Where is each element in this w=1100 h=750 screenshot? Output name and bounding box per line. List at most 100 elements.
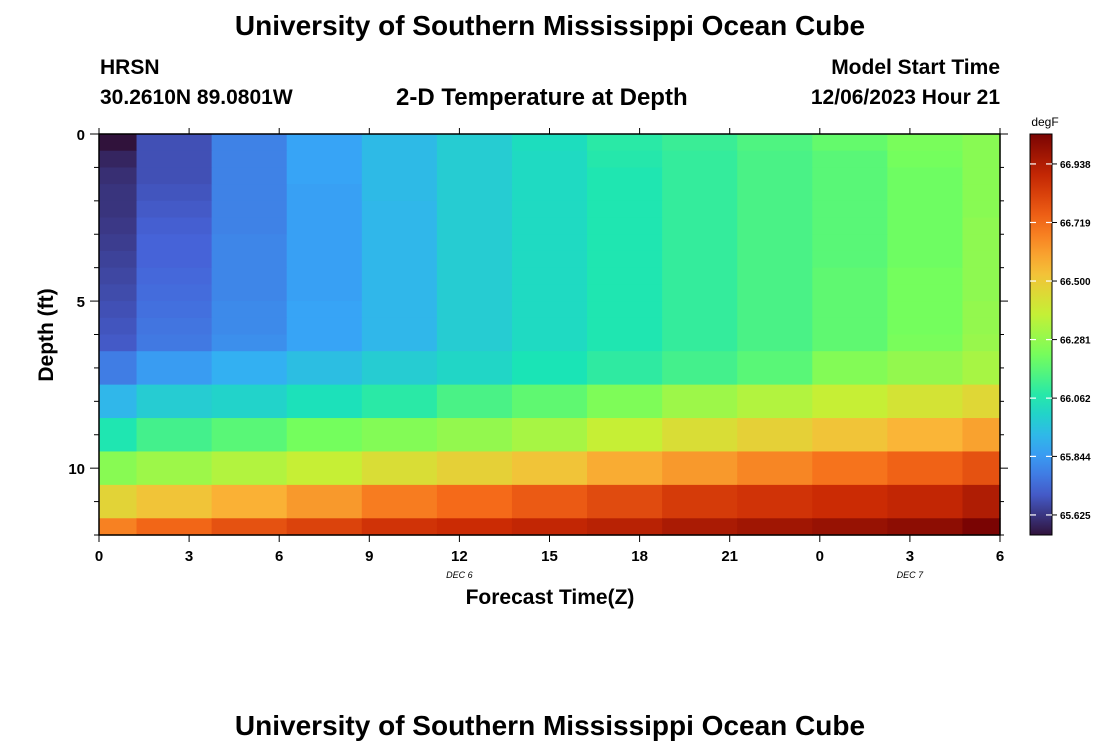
heatmap-cell: [136, 150, 213, 169]
heatmap-cell: [737, 134, 813, 152]
heatmap-cell: [211, 518, 288, 536]
heatmap-cell: [99, 150, 138, 169]
heatmap-cell: [211, 418, 288, 453]
heatmap-cell: [136, 284, 213, 302]
heatmap-cell: [812, 317, 888, 336]
heatmap-cell: [361, 250, 438, 269]
heatmap-cell: [211, 317, 288, 336]
heatmap-cell: [136, 418, 213, 453]
y-tick-label: 10: [68, 461, 85, 478]
axes: 0 3 6 9 12 15 18 21 0 3 6 DEC 6 DEC 7 0 5 10: [68, 127, 1008, 580]
heatmap-cell: [286, 451, 363, 486]
heatmap-cell: [511, 484, 588, 519]
heatmap-cell: [887, 351, 964, 386]
model-start-value: 12/06/2023 Hour 21: [810, 86, 1000, 109]
heatmap-cell: [286, 134, 363, 152]
heatmap-cell: [812, 267, 888, 285]
heatmap-cell: [136, 351, 213, 386]
colorbar-tick-label: 66.938: [1060, 160, 1091, 171]
heatmap-cell: [737, 451, 813, 486]
heatmap-cell: [962, 334, 1001, 352]
heatmap-cell: [99, 301, 138, 319]
heatmap-cell: [136, 250, 213, 269]
x-tick-label: 3: [906, 548, 914, 565]
heatmap-cell: [812, 418, 888, 453]
heatmap-cell: [812, 167, 888, 185]
heatmap-cell: [286, 484, 363, 519]
heatmap-cell: [436, 284, 513, 302]
heatmap-cell: [737, 518, 813, 536]
heatmap-cell: [511, 418, 588, 453]
plot-title: 2-D Temperature at Depth: [396, 84, 688, 111]
heatmap-cell: [812, 184, 888, 202]
x-tick-label: 6: [275, 548, 283, 565]
heatmap-cell: [136, 167, 213, 185]
heatmap-cell: [361, 267, 438, 285]
heatmap-cell: [136, 134, 213, 152]
heatmap-cell: [962, 284, 1001, 302]
heatmap-cell: [136, 518, 213, 536]
heatmap-cell: [662, 351, 738, 386]
heatmap-cell: [286, 250, 363, 269]
heatmap-cell: [887, 134, 964, 152]
heatmap-cell: [587, 418, 663, 453]
heatmap-cell: [887, 484, 964, 519]
heatmap-cell: [587, 351, 663, 386]
heatmap-cell: [286, 150, 363, 169]
heatmap-cell: [136, 234, 213, 252]
heatmap-cell: [361, 518, 438, 536]
heatmap-cell: [737, 317, 813, 336]
heatmap-cell: [511, 284, 588, 302]
heatmap-cell: [737, 284, 813, 302]
heatmap-cell: [887, 184, 964, 202]
heatmap-cell: [662, 200, 738, 219]
heatmap-cell: [812, 150, 888, 169]
heatmap-cell: [587, 267, 663, 285]
heatmap-cell: [812, 217, 888, 235]
heatmap-cell: [587, 134, 663, 152]
heatmap-cell: [587, 284, 663, 302]
x-tick-label: 3: [185, 548, 193, 565]
heatmap-cell: [436, 200, 513, 219]
heatmap-cell: [887, 384, 964, 419]
x-axis-label: Forecast Time(Z): [466, 586, 635, 609]
heatmap-cell: [511, 234, 588, 252]
heatmap-cell: [361, 184, 438, 202]
heatmap-cell: [962, 384, 1001, 419]
heatmap-cell: [211, 267, 288, 285]
heatmap-cell: [436, 134, 513, 152]
heatmap-cell: [136, 317, 213, 336]
heatmap-cell: [812, 334, 888, 352]
heatmap-cell: [887, 284, 964, 302]
heatmap-cell: [436, 150, 513, 169]
heatmap-cell: [962, 451, 1001, 486]
heatmap-cell: [99, 418, 138, 453]
heatmap-cell: [436, 250, 513, 269]
heatmap-cell: [511, 200, 588, 219]
heatmap-cell: [286, 301, 363, 319]
heatmap-cell: [662, 217, 738, 235]
heatmap-cell: [962, 301, 1001, 319]
heatmap-cell: [812, 451, 888, 486]
heatmap-cell: [361, 134, 438, 152]
x-tick-label: 0: [95, 548, 103, 565]
heatmap-cell: [887, 451, 964, 486]
heatmap-cell: [436, 484, 513, 519]
heatmap-cell: [361, 451, 438, 486]
heatmap-cell: [361, 200, 438, 219]
heatmap-cell: [662, 284, 738, 302]
heatmap-cell: [99, 250, 138, 269]
heatmap-cell: [361, 351, 438, 386]
heatmap-cell: [511, 384, 588, 419]
heatmap-cell: [737, 267, 813, 285]
heatmap-cell: [737, 184, 813, 202]
heatmap-cell: [436, 334, 513, 352]
heatmap-cell: [587, 167, 663, 185]
heatmap-cell: [737, 418, 813, 453]
heatmap-cell: [511, 184, 588, 202]
x-tick-label: 15: [541, 548, 558, 565]
heatmap-cell: [887, 167, 964, 185]
heatmap-cell: [587, 150, 663, 169]
heatmap-cell: [211, 351, 288, 386]
heatmap-cell: [361, 234, 438, 252]
